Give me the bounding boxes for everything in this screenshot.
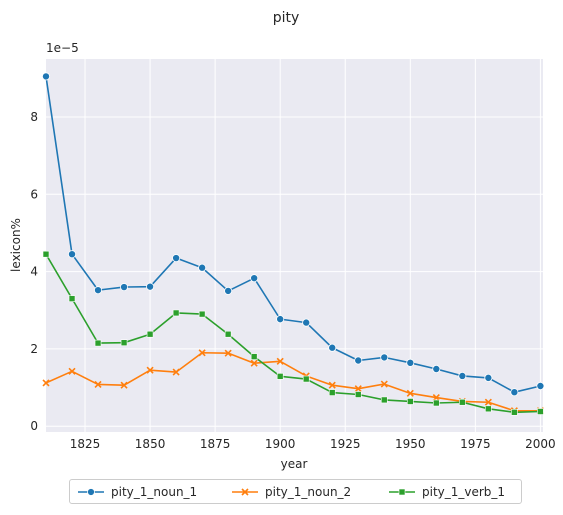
x-tick-label: 1950 [395, 437, 426, 451]
data-point [42, 250, 50, 258]
chart-title: pity [273, 10, 300, 26]
data-point [250, 359, 258, 367]
series-2 [42, 349, 544, 415]
y-tick-label: 8 [30, 110, 38, 124]
legend-marker-x-icon [232, 487, 258, 496]
data-point [94, 339, 102, 347]
x-tick-label: 1875 [200, 437, 231, 451]
x-tick-label: 1825 [70, 437, 101, 451]
data-point [94, 380, 102, 389]
legend-label-series-3: pity_1_verb_1 [422, 484, 506, 499]
data-point [198, 349, 206, 357]
y-axis-label: lexicon% [9, 218, 23, 272]
y-tick-label: 4 [30, 265, 38, 279]
data-point [459, 398, 466, 406]
data-point [120, 381, 128, 389]
data-point [120, 283, 129, 292]
data-point [485, 405, 492, 413]
data-point [432, 394, 440, 402]
data-point [172, 254, 181, 263]
legend-label-series-1: pity_1_noun_1 [111, 484, 198, 499]
data-point [328, 343, 337, 352]
data-point [172, 368, 180, 376]
legend-marker-square-icon [389, 488, 415, 495]
legend-item-series-1: pity_1_noun_1 [78, 480, 197, 503]
data-point [250, 353, 258, 360]
data-point [432, 364, 441, 373]
x-tick-labels: 1825 1850 1875 1900 1925 1950 1975 2000 [70, 437, 556, 451]
data-point [146, 366, 154, 374]
data-point [42, 72, 51, 81]
data-point [42, 379, 50, 387]
data-point [120, 339, 128, 347]
data-point [302, 375, 310, 383]
x-tick-label: 1850 [135, 437, 166, 451]
data-point [458, 371, 467, 380]
series-line [45, 253, 541, 414]
data-point [380, 396, 388, 404]
y-offset-label: 1e−5 [46, 41, 79, 55]
data-point [146, 330, 154, 338]
data-point [484, 398, 492, 406]
grid [46, 59, 543, 432]
series-3 [42, 250, 544, 416]
legend-item-series-3: pity_1_verb_1 [389, 480, 505, 503]
x-tick-label: 1925 [330, 437, 361, 451]
data-point [537, 408, 544, 415]
data-point [484, 373, 493, 382]
data-point [354, 385, 362, 393]
data-point [276, 315, 285, 324]
x-tick-label: 1975 [460, 437, 491, 451]
data-point [68, 367, 76, 375]
data-point [94, 286, 103, 295]
data-point [328, 389, 336, 396]
y-tick-labels: 0 2 4 6 8 [30, 110, 38, 433]
data-point [224, 286, 233, 295]
series-group [42, 72, 545, 416]
data-point [68, 295, 76, 302]
data-point [406, 358, 415, 367]
series-line [45, 76, 541, 393]
data-point [198, 310, 206, 318]
data-point [198, 263, 207, 272]
x-tick-label: 2000 [525, 437, 556, 451]
data-point [276, 357, 284, 365]
data-point [380, 380, 388, 388]
data-point [406, 389, 414, 397]
data-point [224, 349, 232, 357]
x-tick-label: 1900 [265, 437, 296, 451]
data-point [172, 309, 180, 317]
y-tick-label: 6 [30, 187, 38, 201]
data-point [224, 330, 232, 338]
data-point [380, 353, 389, 362]
data-point [511, 408, 518, 416]
series-1 [42, 72, 545, 397]
data-point [328, 381, 336, 389]
legend-label-series-2: pity_1_noun_2 [265, 484, 352, 499]
data-point [354, 391, 362, 398]
x-axis-label: year [281, 457, 308, 471]
legend-item-series-2: pity_1_noun_2 [232, 480, 351, 503]
data-point [250, 274, 259, 283]
data-point [406, 398, 414, 405]
data-point [146, 282, 155, 291]
y-tick-label: 0 [30, 419, 38, 433]
data-point [302, 318, 311, 327]
y-tick-label: 2 [30, 342, 38, 356]
legend: pity_1_noun_1 pity_1_noun_2 pity_1_verb_… [69, 479, 522, 504]
data-point [354, 356, 363, 365]
data-point [433, 399, 440, 407]
data-point [510, 388, 519, 397]
legend-marker-circle-icon [78, 487, 104, 496]
data-point [68, 250, 77, 259]
data-point [536, 382, 545, 391]
data-point [276, 373, 284, 380]
series-line [45, 351, 541, 412]
